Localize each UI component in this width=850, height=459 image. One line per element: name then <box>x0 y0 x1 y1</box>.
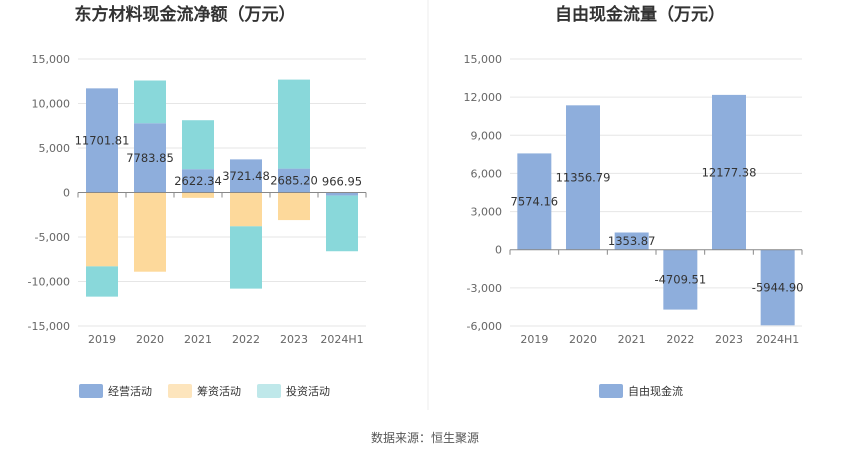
data-source: 数据来源：恒生聚源 <box>371 430 479 445</box>
y-tick-label: 10,000 <box>32 98 71 111</box>
bar-2024H1-1 <box>326 192 358 196</box>
x-tick-label: 2023 <box>715 333 743 346</box>
legend-label: 自由现金流 <box>628 384 683 398</box>
legend-label: 经营活动 <box>108 384 152 398</box>
x-tick-label: 2024H1 <box>320 333 363 346</box>
bar-2022-2 <box>230 192 262 227</box>
legend-label: 投资活动 <box>286 384 330 398</box>
data-label: -4709.51 <box>654 273 706 287</box>
x-tick-label: 2022 <box>666 333 694 346</box>
left-legend: 经营活动 筹资活动 投资活动 <box>79 384 330 398</box>
y-tick-label: 15,000 <box>464 53 503 66</box>
data-label: 12177.38 <box>702 165 757 179</box>
bar-2024H1-1 <box>760 249 795 326</box>
right-x-axis: 2019 2020 2021 2022 2023 2024H1 <box>509 249 803 346</box>
y-tick-label: -3,000 <box>467 282 502 295</box>
right-bars <box>517 94 795 326</box>
x-tick-label: 2019 <box>88 333 116 346</box>
x-tick-label: 2021 <box>184 333 212 346</box>
right-data-labels: 7574.16 11356.79 1353.87 -4709.51 12177.38 -5… <box>511 165 804 294</box>
bar-2022-1 <box>230 159 262 193</box>
x-tick-label: 2019 <box>520 333 548 346</box>
y-tick-label: 6,000 <box>471 167 503 180</box>
bar-2023-2 <box>278 192 310 221</box>
right-gridlines <box>510 58 802 327</box>
left-y-axis: 15,000 10,000 5,000 0 -5,000 -10,000 -15,000 <box>28 53 70 333</box>
bar-2023-1 <box>712 94 746 250</box>
x-tick-label: 2022 <box>232 333 260 346</box>
y-tick-label: -15,000 <box>28 320 70 333</box>
data-label: 7574.16 <box>511 195 559 209</box>
bar-2021-3 <box>182 120 214 170</box>
data-label: 966.95 <box>322 175 362 189</box>
bar-2020-3 <box>134 80 166 124</box>
bar-2021-1 <box>182 169 214 193</box>
left-gridlines <box>78 58 366 327</box>
bar-2023-1 <box>278 168 310 193</box>
data-label: 7783.85 <box>126 151 174 165</box>
bar-2021-1 <box>614 232 649 250</box>
y-tick-label: 15,000 <box>32 53 71 66</box>
legend-swatch <box>599 384 623 398</box>
left-bars <box>86 79 358 297</box>
y-tick-label: 12,000 <box>464 91 503 104</box>
bar-2020-1 <box>566 105 600 250</box>
bar-2023-3 <box>278 79 310 169</box>
bar-2019-3 <box>86 266 118 297</box>
legend-swatch <box>79 384 103 398</box>
y-tick-label: 0 <box>63 187 70 200</box>
data-label: 2622.34 <box>174 174 222 188</box>
y-tick-label: 3,000 <box>471 206 503 219</box>
bar-2022-1 <box>663 249 698 310</box>
left-x-axis: 2019 2020 2021 2022 2023 2024H1 <box>77 192 367 346</box>
x-tick-label: 2020 <box>569 333 597 346</box>
legend-label: 筹资活动 <box>197 384 241 398</box>
y-tick-label: 9,000 <box>471 129 503 142</box>
y-tick-label: -10,000 <box>28 276 70 289</box>
bar-2020-2 <box>134 192 166 272</box>
data-label: 11356.79 <box>556 171 611 185</box>
left-chart-title: 东方材料现金流净额（万元） <box>75 4 296 25</box>
right-y-axis: 15,000 12,000 9,000 6,000 3,000 0 -3,000 -6,000 <box>464 53 503 333</box>
right-chart-title: 自由现金流量（万元） <box>555 4 725 25</box>
x-tick-label: 2023 <box>280 333 308 346</box>
bar-2021-2 <box>182 192 214 198</box>
y-tick-label: 0 <box>495 244 502 257</box>
data-label: 1353.87 <box>608 234 656 248</box>
y-tick-label: -6,000 <box>467 320 502 333</box>
data-label: 2685.20 <box>270 174 318 188</box>
bar-2022-3 <box>230 226 262 289</box>
x-tick-label: 2021 <box>618 333 646 346</box>
y-tick-label: 5,000 <box>39 142 71 155</box>
bar-2019-1 <box>86 88 118 193</box>
legend-swatch <box>257 384 281 398</box>
right-legend: 自由现金流 <box>599 384 683 398</box>
bar-2024H1-3 <box>326 195 358 252</box>
data-label: 3721.48 <box>222 169 270 183</box>
bar-2019-1 <box>517 153 552 250</box>
bar-2019-2 <box>86 192 118 267</box>
y-tick-label: -5,000 <box>35 231 70 244</box>
data-label: -5944.90 <box>752 281 804 295</box>
x-tick-label: 2024H1 <box>756 333 799 346</box>
bar-2020-1 <box>134 123 166 193</box>
x-tick-label: 2020 <box>136 333 164 346</box>
legend-swatch <box>168 384 192 398</box>
data-label: 11701.81 <box>75 133 130 147</box>
